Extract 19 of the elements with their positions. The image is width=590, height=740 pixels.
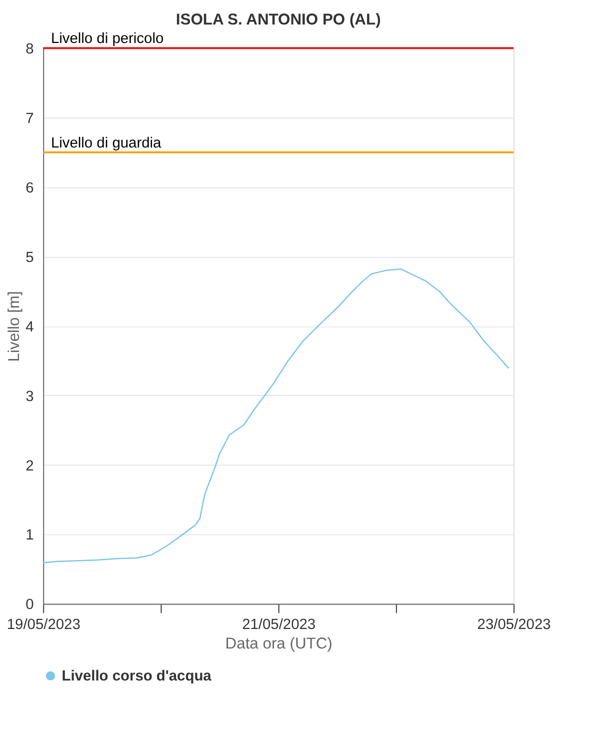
line-series: [42, 268, 510, 564]
ref-line-label: Livello di guardia: [50, 135, 162, 152]
y-tick-label: 0: [26, 597, 34, 614]
x-tick-label: 21/05/2023: [242, 616, 316, 633]
ref-line-label: Livello di pericolo: [50, 31, 164, 48]
y-tick-label: 2: [26, 458, 34, 474]
y-tick-label: 8: [26, 41, 34, 58]
y-axis-title: Livello [m]: [6, 291, 23, 362]
x-tick-label: 23/05/2023: [477, 616, 551, 633]
y-tick-label: 1: [26, 528, 34, 544]
y-tick-label: 4: [26, 319, 34, 336]
chart-title: ISOLA S. ANTONIO PO (AL): [176, 12, 381, 29]
legend-label: Livello corso d'acqua: [62, 668, 212, 685]
y-tick-label: 6: [26, 180, 34, 196]
y-tick-label: 7: [26, 110, 34, 127]
x-axis-title: Data ora (UTC): [225, 635, 332, 652]
x-tick-label: 19/05/2023: [6, 616, 80, 633]
y-tick-label: 3: [26, 388, 34, 405]
y-tick-label: 5: [26, 250, 34, 266]
